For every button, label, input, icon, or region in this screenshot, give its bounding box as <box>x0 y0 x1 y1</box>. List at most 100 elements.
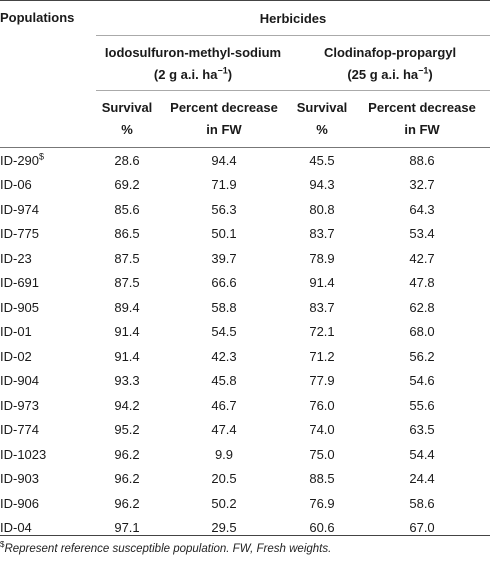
decrease-2-cell: 53.4 <box>409 226 435 242</box>
decrease-2-cell: 54.6 <box>409 373 435 389</box>
decrease-2-cell: 42.7 <box>409 250 435 266</box>
decrease-1-cell: 66.6 <box>211 275 237 291</box>
table-row: ID-904 93.3 45.8 77.9 54.6 <box>0 369 490 394</box>
survival-1-cell: 93.3 <box>114 373 140 389</box>
decrease-2-cell: 54.4 <box>409 446 435 462</box>
decrease-2-cell: 55.6 <box>409 397 435 413</box>
decrease-2-cell: 24.4 <box>409 471 435 487</box>
survival-2-cell: 74.0 <box>309 422 335 438</box>
survival-2-cell: 91.4 <box>309 275 335 291</box>
table-row: ID-973 94.2 46.7 76.0 55.6 <box>0 393 490 418</box>
decrease-1-cell: 58.8 <box>211 299 237 315</box>
decrease-2-cell: 47.8 <box>409 275 435 291</box>
footnote: $Represent reference susceptible populat… <box>0 540 332 555</box>
table-row: ID-691 87.5 66.6 91.4 47.8 <box>0 271 490 296</box>
decrease-1-cell: 46.7 <box>211 397 237 413</box>
survival-2-cell: 80.8 <box>309 201 335 217</box>
footnote-text: Represent reference susceptible populati… <box>4 543 332 555</box>
survival-1-cell: 69.2 <box>114 177 140 193</box>
decrease-1-cell: 94.4 <box>211 152 237 168</box>
population-cell: ID-23 <box>0 250 32 266</box>
survival-1-cell: 86.5 <box>114 226 140 242</box>
decrease-2-cell: 64.3 <box>409 201 435 217</box>
table-row: ID-903 96.2 20.5 88.5 24.4 <box>0 467 490 492</box>
survival-1-cell: 96.2 <box>114 446 140 462</box>
table-row: ID-01 91.4 54.5 72.1 68.0 <box>0 320 490 345</box>
survival-2-cell: 83.7 <box>309 226 335 242</box>
survival-1-cell: 91.4 <box>114 324 140 340</box>
survival-1-cell: 96.2 <box>114 471 140 487</box>
decrease-1-cell: 54.5 <box>211 324 237 340</box>
survival-2-cell: 45.5 <box>309 152 335 168</box>
population-cell: ID-1023 <box>0 446 47 462</box>
survival-1-cell: 91.4 <box>114 348 140 364</box>
population-cell: ID-774 <box>0 422 40 438</box>
herbicide-1-dose: (2 g a.i. ha−1) <box>153 65 233 82</box>
decrease-2-cell: 32.7 <box>409 177 435 193</box>
footnote-marker: $ <box>0 540 5 550</box>
decrease-1-cell: 42.3 <box>211 348 237 364</box>
survival-2-cell: 78.9 <box>309 250 335 266</box>
survival-2-cell: 76.9 <box>309 495 335 511</box>
herbicide-1-header: Iodosulfuron-methyl-sodium (2 g a.i. ha−… <box>96 35 290 91</box>
survival-1-cell: 89.4 <box>114 299 140 315</box>
table-row: ID-905 89.4 58.8 83.7 62.8 <box>0 295 490 320</box>
survival-2-cell: 83.7 <box>309 299 335 315</box>
footer-divider <box>0 535 490 536</box>
survival-2-cell: 72.1 <box>309 324 335 340</box>
col-decrease-2: Percent decrease in FW <box>368 100 476 137</box>
table-body: ID-290$ 28.6 94.4 45.5 88.6 ID-06 69.2 71.9 94.3… <box>0 148 490 541</box>
reference-marker: $ <box>39 151 45 162</box>
survival-1-cell: 85.6 <box>114 201 140 217</box>
population-cell: ID-973 <box>0 397 40 413</box>
survival-2-cell: 60.6 <box>309 520 335 536</box>
population-cell: ID-290$ <box>0 151 45 168</box>
table-row: ID-775 86.5 50.1 83.7 53.4 <box>0 222 490 247</box>
survival-1-cell: 95.2 <box>114 422 140 438</box>
decrease-2-cell: 67.0 <box>409 520 435 536</box>
col-decrease-1: Percent decrease in FW <box>170 100 278 137</box>
survival-2-cell: 94.3 <box>309 177 335 193</box>
survival-1-cell: 97.1 <box>114 520 140 536</box>
table-row: ID-06 69.2 71.9 94.3 32.7 <box>0 173 490 198</box>
decrease-1-cell: 47.4 <box>211 422 237 438</box>
survival-1-cell: 87.5 <box>114 250 140 266</box>
table-row: ID-774 95.2 47.4 74.0 63.5 <box>0 418 490 443</box>
survival-1-cell: 28.6 <box>114 152 140 168</box>
decrease-2-cell: 62.8 <box>409 299 435 315</box>
populations-header: Populations <box>0 0 96 148</box>
decrease-2-cell: 56.2 <box>409 348 435 364</box>
decrease-1-cell: 9.9 <box>214 446 234 462</box>
table-row: ID-02 91.4 42.3 71.2 56.2 <box>0 344 490 369</box>
table-row: ID-23 87.5 39.7 78.9 42.7 <box>0 246 490 271</box>
survival-2-cell: 88.5 <box>309 471 335 487</box>
survival-2-cell: 77.9 <box>309 373 335 389</box>
col-survival-1: Survival % <box>101 100 153 137</box>
decrease-1-cell: 45.8 <box>211 373 237 389</box>
decrease-1-cell: 56.3 <box>211 201 237 217</box>
survival-1-cell: 87.5 <box>114 275 140 291</box>
population-cell: ID-904 <box>0 373 40 389</box>
population-cell: ID-02 <box>0 348 32 364</box>
table-row: ID-1023 96.2 9.9 75.0 54.4 <box>0 442 490 467</box>
decrease-1-cell: 50.1 <box>211 226 237 242</box>
col-survival-2: Survival % <box>296 100 348 137</box>
herbicides-header: Herbicides <box>96 0 490 36</box>
decrease-1-cell: 71.9 <box>211 177 237 193</box>
population-cell: ID-775 <box>0 226 40 242</box>
survival-2-cell: 71.2 <box>309 348 335 364</box>
population-cell: ID-905 <box>0 299 40 315</box>
population-cell: ID-691 <box>0 275 40 291</box>
decrease-2-cell: 88.6 <box>409 152 435 168</box>
survival-1-cell: 94.2 <box>114 397 140 413</box>
decrease-2-cell: 68.0 <box>409 324 435 340</box>
table-row: ID-04 97.1 29.5 60.6 67.0 <box>0 516 490 541</box>
decrease-1-cell: 50.2 <box>211 495 237 511</box>
population-cell: ID-04 <box>0 520 32 536</box>
population-cell: ID-974 <box>0 201 40 217</box>
decrease-2-cell: 58.6 <box>409 495 435 511</box>
table-row: ID-290$ 28.6 94.4 45.5 88.6 <box>0 148 490 173</box>
table-row: ID-974 85.6 56.3 80.8 64.3 <box>0 197 490 222</box>
decrease-1-cell: 29.5 <box>211 520 237 536</box>
